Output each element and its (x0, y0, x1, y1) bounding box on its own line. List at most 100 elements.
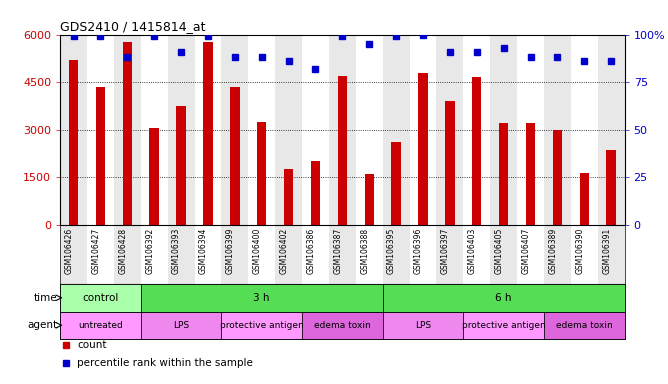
Bar (176, 106, 186, 225)
Bar (552, 130, 562, 225)
Bar (257, 122, 267, 225)
Text: GSM106427: GSM106427 (92, 228, 100, 274)
Text: GSM106391: GSM106391 (602, 228, 611, 274)
Bar (580, 172, 589, 225)
Text: 6 h: 6 h (496, 293, 512, 303)
Bar (150, 128, 159, 225)
Bar (302, 311, 383, 339)
Bar (337, 76, 347, 225)
Bar (418, 73, 428, 225)
Bar (365, 174, 374, 225)
Text: GSM106389: GSM106389 (548, 228, 557, 274)
Text: LPS: LPS (173, 321, 189, 330)
Text: GSM106402: GSM106402 (280, 228, 289, 274)
Bar (194, 35, 221, 225)
Text: GSM106395: GSM106395 (387, 228, 396, 274)
Bar (356, 35, 383, 225)
Bar (472, 78, 482, 225)
Bar (607, 150, 616, 225)
Bar (275, 35, 302, 225)
Bar (123, 43, 132, 225)
Text: edema toxin: edema toxin (556, 321, 613, 330)
Text: GSM106407: GSM106407 (522, 228, 530, 274)
Bar (114, 225, 141, 284)
Bar (598, 225, 625, 284)
Bar (248, 225, 275, 284)
Text: GSM106400: GSM106400 (253, 228, 262, 274)
Bar (60, 35, 87, 225)
Bar (96, 87, 105, 225)
Text: GSM106397: GSM106397 (441, 228, 450, 274)
Bar (114, 35, 141, 225)
Bar (329, 225, 356, 284)
Bar (436, 35, 464, 225)
Bar (221, 35, 248, 225)
Text: GSM106390: GSM106390 (575, 228, 584, 274)
Bar (391, 142, 401, 225)
Bar (544, 311, 625, 339)
Text: edema toxin: edema toxin (314, 321, 371, 330)
Bar (464, 225, 490, 284)
Text: GSM106388: GSM106388 (360, 228, 369, 274)
Text: GDS2410 / 1415814_at: GDS2410 / 1415814_at (60, 20, 206, 33)
Bar (544, 225, 571, 284)
Bar (168, 225, 194, 284)
Bar (302, 35, 329, 225)
Text: untreated: untreated (78, 321, 123, 330)
Bar (383, 225, 409, 284)
Bar (311, 161, 320, 225)
Bar (230, 87, 240, 225)
Bar (141, 284, 383, 311)
Text: GSM106399: GSM106399 (226, 228, 235, 274)
Bar (517, 35, 544, 225)
Bar (302, 225, 329, 284)
Bar (436, 225, 464, 284)
Bar (329, 35, 356, 225)
Text: agent: agent (27, 320, 57, 330)
Bar (571, 35, 598, 225)
Bar (409, 35, 436, 225)
Bar (490, 225, 517, 284)
Text: GSM106392: GSM106392 (145, 228, 154, 274)
Bar (221, 225, 248, 284)
Bar (383, 284, 625, 311)
Text: time: time (34, 293, 57, 303)
Bar (571, 225, 598, 284)
Bar (383, 35, 409, 225)
Bar (598, 35, 625, 225)
Bar (221, 311, 302, 339)
Text: LPS: LPS (415, 321, 431, 330)
Bar (60, 225, 87, 284)
Bar (87, 35, 114, 225)
Bar (464, 311, 544, 339)
Bar (248, 35, 275, 225)
Text: GSM106405: GSM106405 (494, 228, 504, 274)
Bar (409, 225, 436, 284)
Bar (141, 35, 168, 225)
Text: GSM106396: GSM106396 (414, 228, 423, 274)
Text: GSM106386: GSM106386 (307, 228, 315, 274)
Text: GSM106394: GSM106394 (199, 228, 208, 274)
Text: count: count (77, 340, 107, 350)
Text: protective antigen: protective antigen (220, 321, 303, 330)
Text: GSM106428: GSM106428 (118, 228, 128, 274)
Bar (168, 35, 194, 225)
Text: percentile rank within the sample: percentile rank within the sample (77, 358, 253, 368)
Text: 3 h: 3 h (253, 293, 270, 303)
Bar (60, 284, 141, 311)
Bar (544, 35, 571, 225)
Bar (526, 123, 535, 225)
Bar (464, 35, 490, 225)
Text: GSM106393: GSM106393 (172, 228, 181, 274)
Bar (141, 311, 221, 339)
Bar (383, 311, 464, 339)
Bar (69, 60, 78, 225)
Bar (87, 225, 114, 284)
Text: protective antigen: protective antigen (462, 321, 546, 330)
Text: GSM106426: GSM106426 (65, 228, 73, 274)
Text: GSM106403: GSM106403 (468, 228, 477, 274)
Bar (517, 225, 544, 284)
Bar (490, 35, 517, 225)
Bar (141, 225, 168, 284)
Bar (60, 311, 141, 339)
